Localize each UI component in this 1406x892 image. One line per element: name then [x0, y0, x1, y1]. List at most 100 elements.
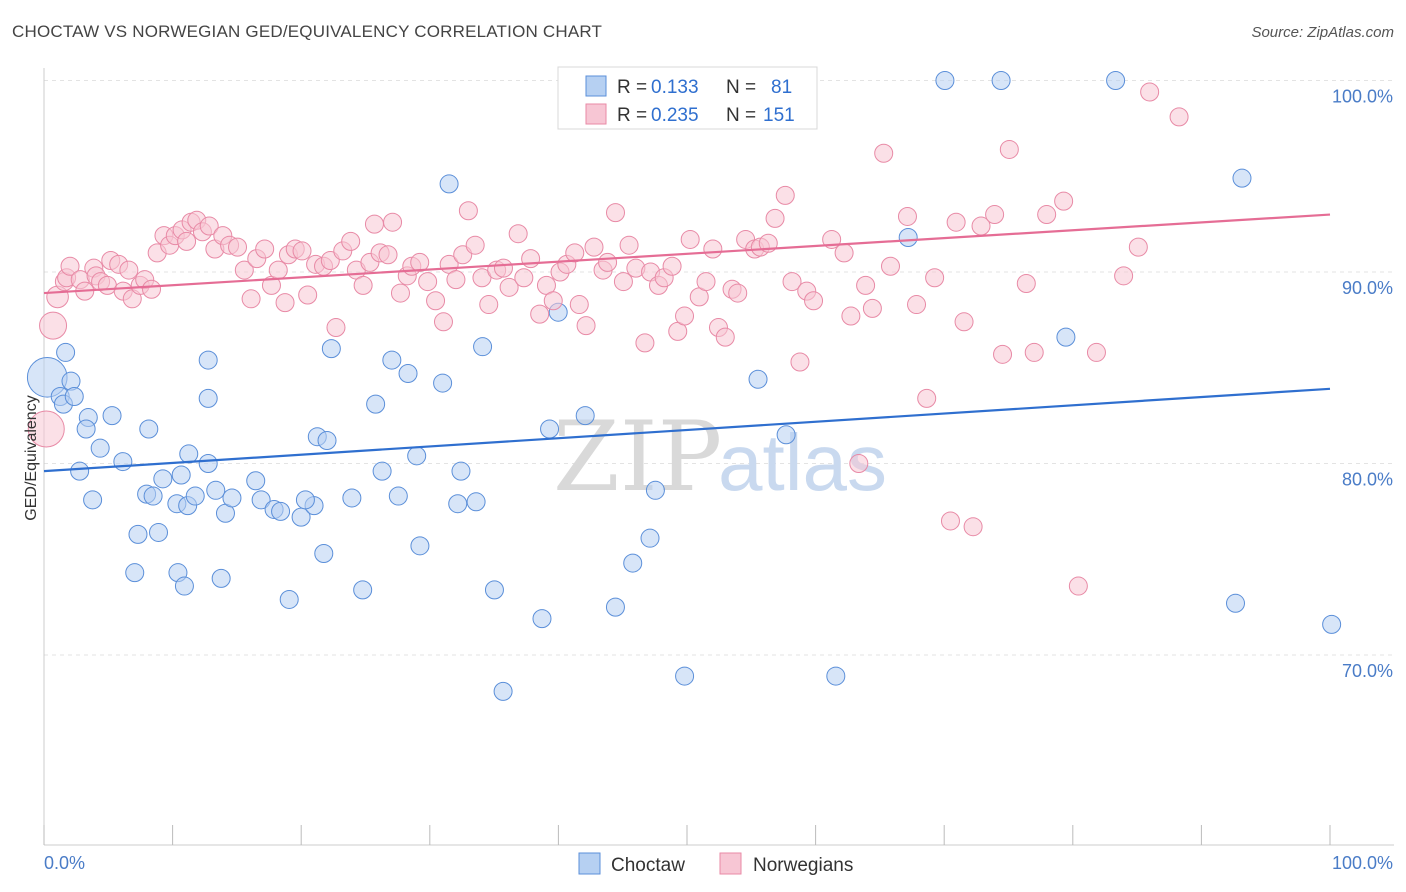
choctaw-point: [185, 486, 205, 506]
norwegian-point: [268, 260, 288, 280]
norwegian-point: [39, 311, 68, 340]
norwegian-point: [60, 256, 80, 276]
norwegian-point: [584, 237, 604, 257]
choctaw-point: [623, 553, 643, 573]
choctaw-point: [222, 488, 242, 508]
y-axis-title: GED/Equivalency: [23, 395, 40, 520]
legend-r-value-2: 0.235: [651, 105, 699, 126]
norwegian-point: [341, 231, 361, 251]
norwegian-point: [963, 517, 983, 537]
choctaw-point: [353, 580, 373, 600]
norwegian-point: [925, 268, 945, 288]
norwegian-point: [458, 201, 478, 221]
choctaw-point: [171, 465, 191, 485]
norwegian-point: [465, 235, 485, 255]
choctaw-point: [1226, 593, 1246, 613]
grid-lines: [44, 80, 1394, 656]
norwegian-point: [880, 256, 900, 276]
norwegian-point: [472, 268, 492, 288]
norwegian-point: [849, 454, 869, 473]
norwegian-point: [985, 205, 1005, 225]
choctaw-point: [90, 438, 110, 458]
norwegian-point: [662, 256, 682, 276]
norwegian-point: [228, 237, 248, 257]
choctaw-point: [198, 388, 218, 408]
norwegian-point: [446, 270, 466, 290]
norwegian-point: [479, 295, 499, 315]
choctaw-point: [388, 486, 408, 506]
choctaw-point: [246, 471, 266, 491]
norwegian-point: [841, 306, 861, 326]
norwegian-trend-line: [43, 213, 1331, 295]
choctaw-point: [56, 342, 76, 362]
norwegian-point: [576, 316, 596, 336]
norwegian-point: [292, 241, 312, 261]
series-swatch-choctaw: [578, 852, 601, 875]
norwegian-point: [790, 352, 810, 372]
x-tick-label: 0.0%: [44, 853, 85, 873]
norwegian-point: [804, 291, 824, 311]
norwegian-point: [874, 143, 894, 163]
norwegian-point: [856, 275, 876, 295]
x-tick-label: 100.0%: [1332, 853, 1393, 873]
norwegian-point: [862, 298, 882, 318]
norwegian-point: [897, 206, 917, 226]
choctaw-point: [493, 681, 513, 701]
choctaw-point: [271, 501, 291, 521]
norwegian-point: [619, 235, 639, 255]
scatter-points: [26, 71, 1342, 701]
choctaw-point: [439, 174, 459, 194]
choctaw-point: [898, 228, 918, 248]
choctaw-point: [407, 446, 427, 466]
choctaw-point: [448, 494, 468, 514]
norwegian-point: [569, 295, 589, 315]
norwegian-point: [142, 279, 162, 299]
norwegian-point: [255, 239, 275, 259]
norwegian-point: [1024, 342, 1044, 362]
choctaw-trend-line: [43, 387, 1331, 473]
y-tick-label: 100.0%: [1332, 87, 1393, 107]
choctaw-point: [139, 419, 159, 439]
choctaw-point: [295, 490, 315, 510]
norwegian-point: [410, 252, 430, 272]
choctaw-point: [125, 563, 145, 583]
norwegian-point: [598, 252, 618, 272]
norwegian-point: [605, 203, 625, 223]
norwegian-point: [383, 212, 403, 232]
choctaw-point: [211, 568, 231, 588]
norwegian-point: [907, 295, 927, 315]
norwegian-point: [426, 291, 446, 311]
legend-n-value-2: 151: [763, 105, 795, 126]
choctaw-point: [826, 666, 846, 686]
norwegian-point: [696, 272, 716, 292]
choctaw-point: [466, 492, 486, 512]
norwegian-point: [1128, 237, 1148, 257]
choctaw-point: [1056, 327, 1076, 347]
choctaw-point: [410, 536, 430, 556]
choctaw-point: [314, 544, 334, 564]
norwegian-point: [1086, 342, 1106, 362]
norwegian-point: [940, 511, 960, 531]
trend-lines: [43, 213, 1331, 473]
y-tick-label: 70.0%: [1342, 661, 1393, 681]
choctaw-point: [532, 609, 552, 629]
legend-n-label-2: N =: [726, 105, 756, 126]
norwegian-point: [514, 268, 534, 288]
norwegian-point: [715, 327, 735, 347]
choctaw-point: [540, 419, 560, 439]
series-legend: Choctaw Norwegians: [578, 852, 853, 876]
choctaw-point: [61, 371, 81, 391]
norwegian-point: [234, 260, 254, 280]
norwegian-point: [917, 388, 937, 408]
norwegian-point: [508, 224, 528, 244]
norwegian-point: [775, 185, 795, 205]
norwegian-point: [635, 333, 655, 353]
choctaw-point: [70, 461, 90, 481]
norwegian-point: [999, 139, 1019, 159]
choctaw-point: [398, 363, 418, 383]
choctaw-point: [143, 486, 163, 506]
norwegian-point: [530, 304, 550, 324]
norwegian-point: [954, 312, 974, 332]
norwegian-point: [675, 306, 695, 326]
choctaw-point: [342, 488, 362, 508]
